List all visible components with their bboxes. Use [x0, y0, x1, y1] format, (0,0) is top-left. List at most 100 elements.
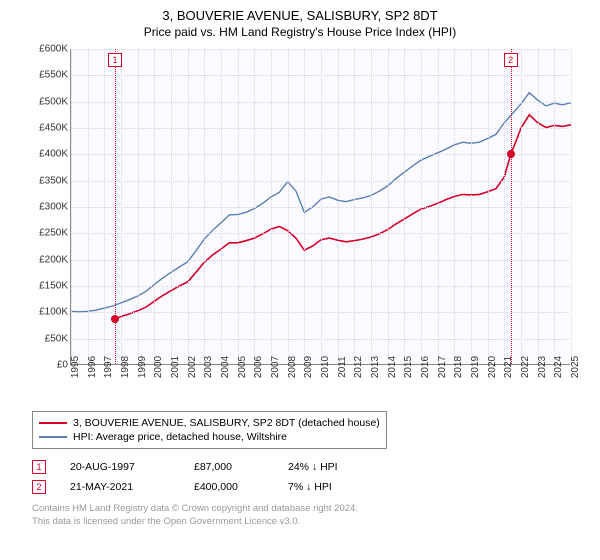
- gridline-v: [388, 49, 389, 364]
- gridline-v: [88, 49, 89, 364]
- event-marker-box: 1: [32, 460, 46, 474]
- gridline-v: [471, 49, 472, 364]
- y-tick-label: £0: [57, 360, 68, 371]
- x-tick-label: 2018: [453, 356, 464, 378]
- gridline-v: [288, 49, 289, 364]
- x-tick-label: 2020: [487, 356, 498, 378]
- marker-dot: [111, 315, 119, 323]
- x-tick-label: 2022: [520, 356, 531, 378]
- gridline-v: [321, 49, 322, 364]
- y-tick-label: £550K: [39, 70, 68, 81]
- y-tick-label: £50K: [45, 333, 68, 344]
- gridline-v: [438, 49, 439, 364]
- gridline-v: [104, 49, 105, 364]
- y-tick-label: £500K: [39, 96, 68, 107]
- x-tick-label: 2012: [353, 356, 364, 378]
- legend-swatch: [39, 436, 67, 438]
- y-tick-label: £200K: [39, 254, 68, 265]
- event-date: 21-MAY-2021: [70, 481, 170, 493]
- marker-dot: [507, 150, 515, 158]
- events-table: 1 20-AUG-1997 £87,000 24% ↓ HPI 2 21-MAY-2021…: [32, 457, 576, 497]
- plot-area: 12: [70, 49, 570, 365]
- chart-zone: £0£50K£100K£150K£200K£250K£300K£350K£400…: [24, 45, 584, 405]
- gridline-v: [121, 49, 122, 364]
- event-price: £87,000: [194, 461, 264, 473]
- legend-swatch: [39, 422, 67, 424]
- event-marker-box: 2: [32, 480, 46, 494]
- legend-label: 3, BOUVERIE AVENUE, SALISBURY, SP2 8DT (…: [73, 417, 380, 429]
- x-tick-label: 2013: [370, 356, 381, 378]
- x-tick-label: 1995: [70, 356, 81, 378]
- y-tick-label: £350K: [39, 175, 68, 186]
- y-tick-label: £450K: [39, 123, 68, 134]
- marker-box: 1: [108, 53, 122, 67]
- x-tick-label: 2025: [570, 356, 581, 378]
- attribution-line1: Contains HM Land Registry data © Crown c…: [32, 503, 576, 516]
- gridline-v: [188, 49, 189, 364]
- x-tick-label: 2015: [403, 356, 414, 378]
- x-tick-label: 2011: [337, 356, 348, 378]
- y-tick-label: £400K: [39, 149, 68, 160]
- legend-row: 3, BOUVERIE AVENUE, SALISBURY, SP2 8DT (…: [39, 416, 380, 430]
- gridline-v: [154, 49, 155, 364]
- event-price: £400,000: [194, 481, 264, 493]
- x-tick-label: 2014: [387, 356, 398, 378]
- x-tick-label: 2002: [187, 356, 198, 378]
- gridline-v: [571, 49, 572, 364]
- x-tick-label: 2007: [270, 356, 281, 378]
- gridline-v: [254, 49, 255, 364]
- x-tick-label: 2003: [203, 356, 214, 378]
- marker-box: 2: [504, 53, 518, 67]
- x-tick-label: 2005: [237, 356, 248, 378]
- gridline-v: [538, 49, 539, 364]
- x-tick-label: 2004: [220, 356, 231, 378]
- attribution: Contains HM Land Registry data © Crown c…: [32, 503, 576, 529]
- gridline-v: [371, 49, 372, 364]
- attribution-line2: This data is licensed under the Open Gov…: [32, 516, 576, 529]
- x-tick-label: 2006: [253, 356, 264, 378]
- gridline-v: [354, 49, 355, 364]
- y-tick-label: £100K: [39, 307, 68, 318]
- x-tick-label: 2016: [420, 356, 431, 378]
- x-tick-label: 2000: [153, 356, 164, 378]
- gridline-v: [404, 49, 405, 364]
- event-date: 20-AUG-1997: [70, 461, 170, 473]
- x-tick-label: 2008: [287, 356, 298, 378]
- x-tick-label: 2017: [437, 356, 448, 378]
- legend-row: HPI: Average price, detached house, Wilt…: [39, 430, 380, 444]
- gridline-v: [521, 49, 522, 364]
- x-tick-label: 1998: [120, 356, 131, 378]
- gridline-v: [454, 49, 455, 364]
- legend-label: HPI: Average price, detached house, Wilt…: [73, 431, 287, 443]
- y-tick-label: £250K: [39, 228, 68, 239]
- gridline-v: [71, 49, 72, 364]
- x-tick-label: 2010: [320, 356, 331, 378]
- event-row: 2 21-MAY-2021 £400,000 7% ↓ HPI: [32, 477, 576, 497]
- gridline-v: [204, 49, 205, 364]
- x-tick-label: 1997: [103, 356, 114, 378]
- gridline-v: [271, 49, 272, 364]
- event-delta: 7% ↓ HPI: [288, 481, 332, 493]
- chart-subtitle: Price paid vs. HM Land Registry's House …: [8, 25, 592, 39]
- series-line-price_paid: [115, 115, 571, 319]
- gridline-v: [138, 49, 139, 364]
- gridline-v: [554, 49, 555, 364]
- y-tick-label: £600K: [39, 44, 68, 55]
- chart-title: 3, BOUVERIE AVENUE, SALISBURY, SP2 8DT: [8, 8, 592, 23]
- x-tick-label: 1999: [137, 356, 148, 378]
- x-tick-label: 2021: [503, 356, 514, 378]
- x-tick-label: 2001: [170, 356, 181, 378]
- x-tick-label: 2009: [303, 356, 314, 378]
- event-delta: 24% ↓ HPI: [288, 461, 338, 473]
- gridline-v: [338, 49, 339, 364]
- y-tick-label: £300K: [39, 202, 68, 213]
- event-row: 1 20-AUG-1997 £87,000 24% ↓ HPI: [32, 457, 576, 477]
- x-tick-label: 1996: [87, 356, 98, 378]
- gridline-v: [221, 49, 222, 364]
- marker-line: [511, 49, 512, 364]
- x-tick-label: 2019: [470, 356, 481, 378]
- gridline-v: [304, 49, 305, 364]
- x-tick-label: 2023: [537, 356, 548, 378]
- gridline-v: [488, 49, 489, 364]
- gridline-v: [504, 49, 505, 364]
